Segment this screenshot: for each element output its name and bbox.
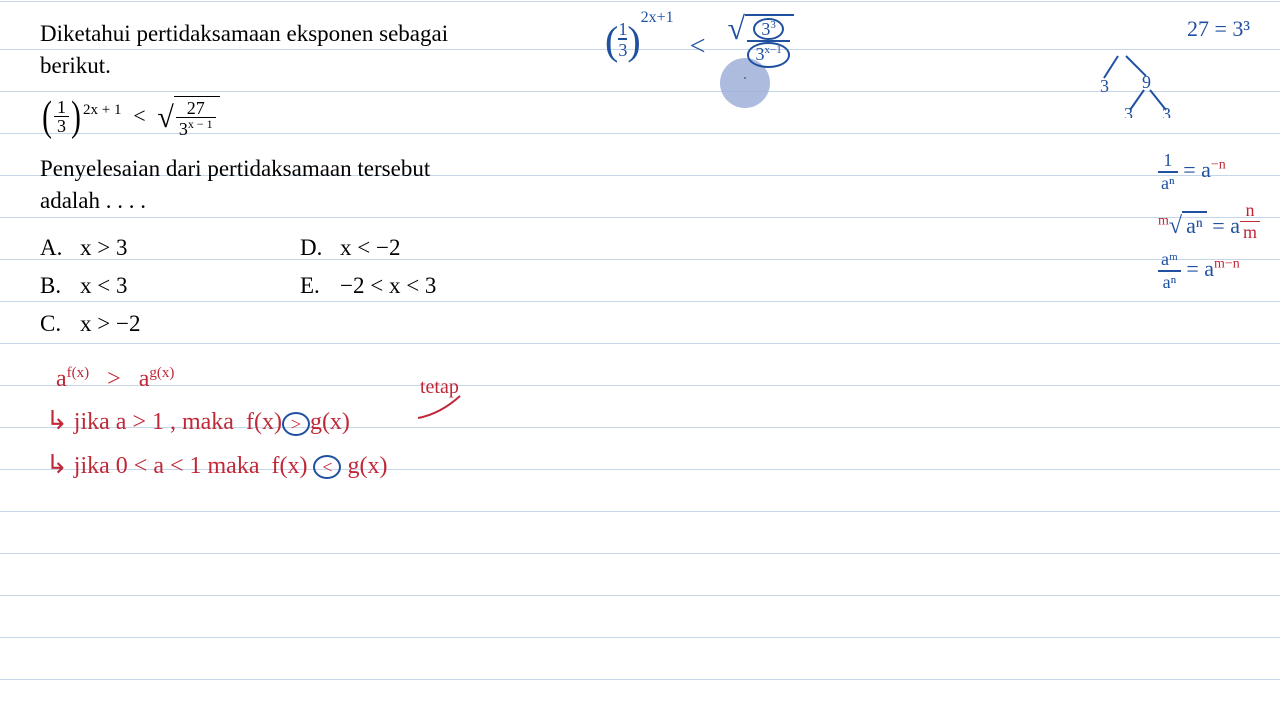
choice-b: B.x < 3 [40, 270, 300, 302]
choice-e: E.−2 < x < 3 [300, 270, 560, 302]
rule-quotient: aᵐaⁿ = am−n [1158, 249, 1260, 293]
inequality-rule-header: af(x) > ag(x) [46, 360, 387, 398]
problem-line1: Diketahui pertidaksamaan eksponen sebaga… [40, 18, 590, 50]
problem-statement: Diketahui pertidaksamaan eksponen sebaga… [40, 18, 590, 340]
eq-27: 27 = 3³ [1187, 16, 1250, 42]
problem-line3: Penyelesaian dari pertidaksamaan tersebu… [40, 153, 590, 185]
svg-text:3: 3 [1124, 104, 1133, 118]
problem-line2: berikut. [40, 50, 590, 82]
rule-0-a-1: ↳jika 0 < a < 1 maka f(x) < g(x) [46, 444, 387, 486]
svg-text:3: 3 [1162, 104, 1171, 118]
choice-c: C.x > −2 [40, 308, 300, 340]
red-handwriting: af(x) > ag(x) ↳jika a > 1 , maka f(x)>g(… [46, 360, 387, 488]
answer-choices: A.x > 3 D.x < −2 B.x < 3 E.−2 < x < 3 C.… [40, 232, 590, 341]
exponent-rules: 1aⁿ = a−n m√aⁿ = anm aᵐaⁿ = am−n [1158, 150, 1260, 299]
rule-neg-exp: 1aⁿ = a−n [1158, 150, 1260, 194]
problem-line4: adalah . . . . [40, 185, 590, 217]
rule-a-gt-1: ↳jika a > 1 , maka f(x)>g(x) [46, 400, 387, 442]
choice-d: D.x < −2 [300, 232, 560, 264]
handwriting-right: 27 = 3³ [1187, 16, 1250, 46]
svg-text:9: 9 [1142, 72, 1151, 92]
rule-root: m√aⁿ = anm [1158, 200, 1260, 243]
problem-formula: (13) 2x + 1 < √ 273x − 1 [40, 88, 590, 147]
factor-tree: 3 9 3 3 [1100, 48, 1180, 124]
tetap-label: tetap [420, 376, 459, 399]
formula-exponent: 2x + 1 [83, 102, 121, 118]
choice-a: A.x > 3 [40, 232, 300, 264]
handwriting-center: (13)2x+1 < 33 3x−1 [605, 14, 794, 68]
svg-text:3: 3 [1100, 76, 1109, 96]
